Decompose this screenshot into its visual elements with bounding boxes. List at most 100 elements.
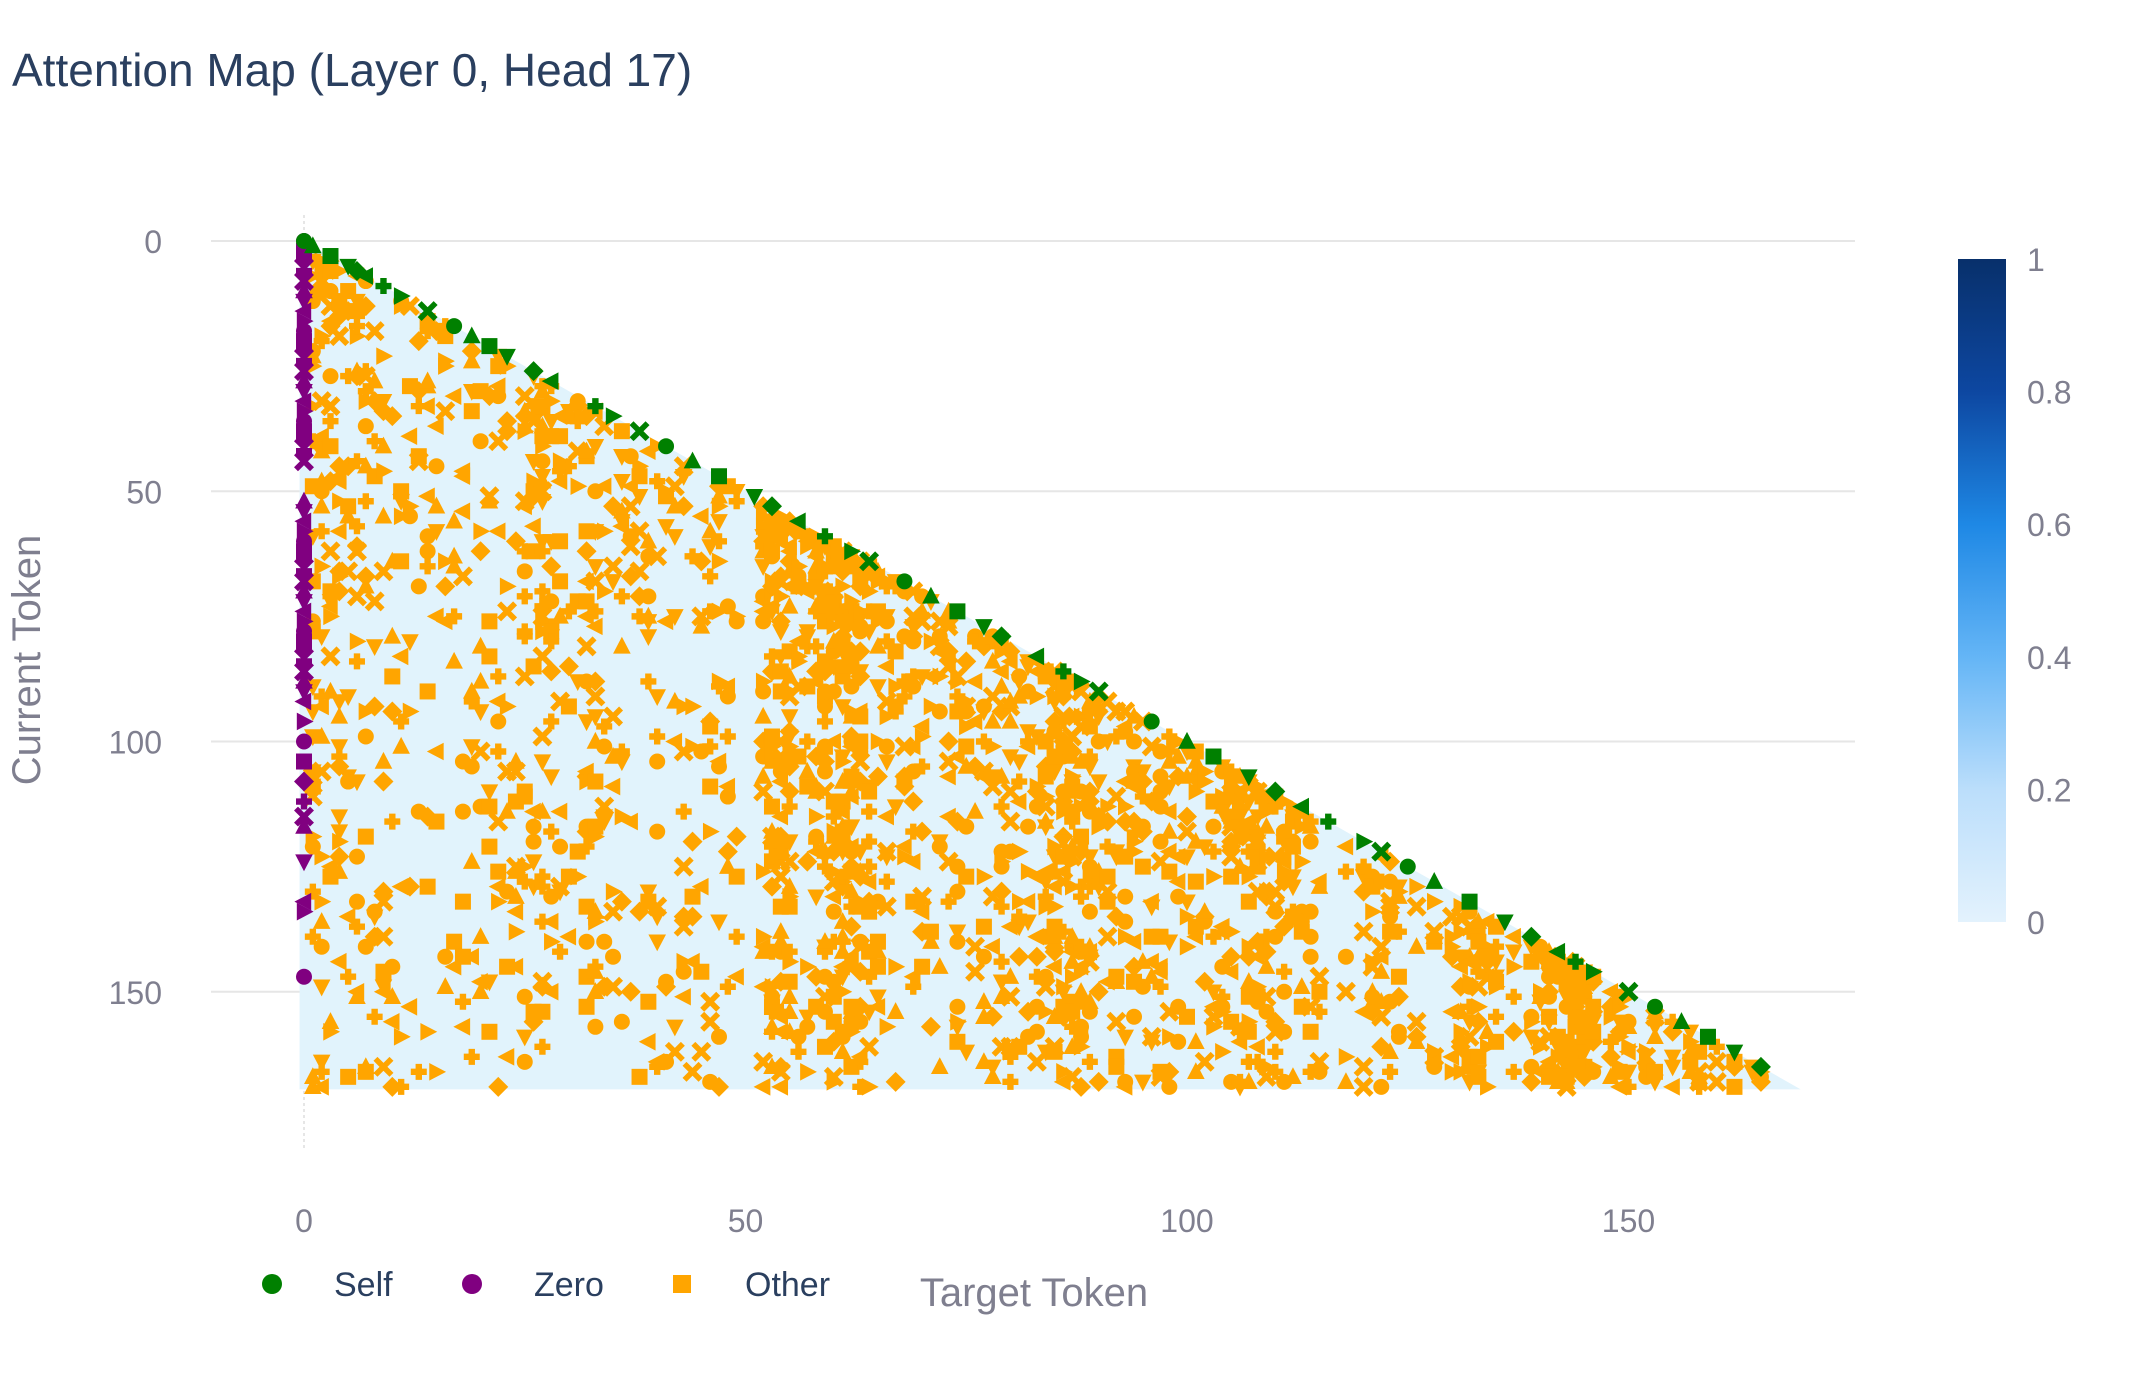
other-point [770,1056,791,1077]
other-point [799,1018,816,1035]
other-point [620,981,641,1002]
other-point [517,857,535,876]
other-point [550,802,568,821]
other-point [329,326,350,347]
other-point [754,559,772,576]
other-point [481,613,498,630]
other-point [949,998,966,1015]
zero-point [295,383,313,401]
other-point [1134,858,1151,875]
other-point [1471,997,1488,1016]
legend-item-self[interactable]: Self [262,1266,393,1304]
other-point [534,543,551,560]
other-point [340,498,357,515]
other-point [764,732,782,751]
legend-item-other[interactable]: Other [673,1266,830,1304]
colorbar-tick-label: 0 [2027,905,2045,941]
other-point [1177,821,1197,842]
other-point [329,846,350,867]
other-point [1179,1008,1195,1025]
other-point [656,976,677,997]
other-point [861,833,878,850]
other-point [983,711,1002,729]
other-point [886,799,905,817]
other-point [869,933,886,950]
other-point [693,963,710,980]
other-point [861,783,878,800]
self-point [393,287,411,305]
other-point [888,957,906,976]
other-point [691,507,709,526]
other-point [348,318,365,335]
other-point [869,958,886,975]
self-point [1496,914,1514,932]
other-point [958,818,975,835]
other-point [1444,937,1462,956]
zero-point [294,571,314,592]
y-tick-label: 50 [126,474,162,510]
other-point [685,737,703,756]
other-point [532,606,553,627]
other-point [1055,923,1072,940]
other-point [1142,899,1161,917]
other-point [471,982,490,999]
other-point [534,453,551,470]
legend-item-zero[interactable]: Zero [462,1266,604,1304]
other-point [532,646,553,667]
other-point [1691,1043,1708,1060]
other-point [1009,946,1030,967]
other-point [631,1068,648,1085]
y-axis-title: Current Token [5,535,49,786]
self-point [523,361,544,382]
other-point [1337,1072,1355,1090]
other-point [824,887,841,906]
colorbar-tick-label: 0.4 [2027,640,2071,676]
other-point [1488,1033,1505,1050]
other-point [754,706,772,724]
other-point [886,1002,905,1019]
legend-marker [462,1274,482,1294]
other-point [1355,858,1372,875]
other-point [1337,948,1354,965]
other-point [912,821,933,842]
other-point [673,856,694,877]
other-point [544,932,561,951]
other-point [991,662,1009,681]
other-point [1406,1011,1427,1032]
other-point [1259,847,1277,866]
other-point [314,327,332,345]
other-point [454,893,471,910]
zero-point [294,661,314,682]
self-point [629,421,650,442]
zero-point [295,684,313,702]
other-point [1028,729,1046,747]
other-point [1097,926,1118,947]
other-point [682,1061,703,1082]
other-point [674,469,693,486]
other-point [1010,754,1029,772]
zero-point [295,293,313,311]
other-point [1081,748,1098,765]
other-point [763,798,780,815]
other-point [490,743,507,760]
legend-marker [262,1274,282,1294]
legend[interactable]: Self Zero Other [262,1266,830,1304]
other-point [399,876,420,897]
other-point [993,798,1010,815]
other-point [985,737,1003,756]
other-point [878,613,895,630]
other-point [914,727,932,746]
self-point [1205,748,1222,765]
other-point [1047,897,1065,916]
other-point [604,574,622,591]
other-point [1142,967,1161,984]
other-point [603,777,621,796]
other-point [1116,1029,1134,1047]
other-point [700,991,721,1012]
zero-point [296,353,312,370]
other-point [938,641,959,662]
other-point [1267,1043,1284,1060]
other-point [859,1036,880,1057]
other-point [709,1076,730,1097]
other-point [772,922,790,939]
